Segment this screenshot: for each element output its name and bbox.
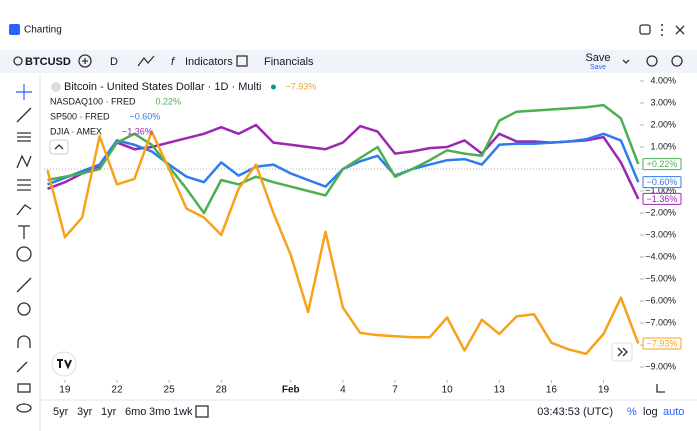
y-tick-label: −1.00% (645, 185, 676, 195)
axis-settings[interactable] (656, 384, 665, 393)
x-tick-label: 7 (392, 385, 398, 396)
y-tick-label: −9.00% (645, 361, 676, 371)
x-tick-label: 4 (340, 385, 346, 396)
x-tick-label: 16 (546, 385, 558, 396)
x-tick-label: 19 (598, 385, 610, 396)
zoom-tool[interactable] (17, 302, 31, 316)
legend-name: Bitcoin - United States Dollar · 1D · Mu… (64, 81, 261, 93)
percent-toggle[interactable]: % (627, 406, 637, 418)
emoji-tool[interactable] (16, 246, 32, 262)
y-tick-label: −4.00% (645, 251, 676, 261)
auto-toggle[interactable]: auto (663, 406, 684, 418)
x-tick-label: 22 (111, 385, 123, 396)
legend-value: −7.93% (285, 81, 316, 91)
x-tick-label: 19 (59, 385, 71, 396)
x-tick-label: 13 (494, 385, 506, 396)
fx-icon: f (171, 56, 175, 68)
symbol[interactable]: BTCUSD (25, 56, 71, 68)
tv-logo (51, 351, 77, 377)
x-tick-label: Feb (282, 385, 300, 396)
brush-tool[interactable] (16, 204, 32, 216)
magnet-tool[interactable] (17, 335, 31, 348)
y-tick-label: 3.00% (650, 97, 676, 107)
legend-name: DJIA · AMEX (50, 126, 102, 136)
text-tool[interactable] (18, 225, 30, 239)
x-tick-label: 10 (442, 385, 454, 396)
menu-icon[interactable] (661, 24, 663, 26)
save-sub: Save (590, 64, 606, 71)
legend-value: −1.36% (122, 126, 153, 136)
chart-type-icon[interactable] (137, 55, 155, 67)
app-title: Charting (24, 25, 62, 36)
close-icon[interactable] (675, 25, 685, 35)
legend-icon (51, 82, 61, 92)
x-tick-label: 25 (164, 385, 176, 396)
y-tick-label: −5.00% (645, 273, 676, 283)
legend-value: 0.22% (156, 96, 182, 106)
legend-name: NASDAQ100 · FRED (50, 96, 136, 106)
crosshair-tool[interactable] (16, 84, 32, 100)
series-line (46, 130, 640, 356)
axis-value-box (642, 337, 682, 350)
drawing-tools (16, 84, 32, 413)
y-tick-label: −7.00% (645, 317, 676, 327)
settings-icon[interactable] (671, 55, 683, 67)
y-tick-label: 2.00% (650, 119, 676, 129)
axis-value-box (642, 158, 682, 171)
y-tick-label: 1.00% (650, 141, 676, 151)
log-toggle[interactable]: log (643, 406, 658, 418)
y-tick-label: −6.00% (645, 295, 676, 305)
compare-icon[interactable] (78, 54, 92, 68)
range-button[interactable]: 3yr (77, 406, 93, 418)
series-line (47, 103, 640, 215)
date-range-icon[interactable] (195, 405, 209, 418)
range-button[interactable]: 3mo (149, 406, 170, 418)
axis-value-label: −0.60% (647, 177, 678, 187)
forecast-tool[interactable] (17, 179, 31, 191)
collapse-legend[interactable] (49, 139, 69, 155)
layout-icon[interactable] (236, 55, 248, 67)
app-logo (9, 24, 20, 35)
fib-tool[interactable] (17, 132, 31, 142)
axis-value-label: +0.22% (647, 159, 678, 169)
axis-value-label: −7.93% (647, 338, 678, 348)
axis-value-box (642, 176, 682, 189)
interval[interactable]: D (110, 56, 118, 68)
y-tick-label: −2.00% (645, 207, 676, 217)
range-button[interactable]: 5yr (53, 406, 69, 418)
pattern-tool[interactable] (16, 154, 32, 169)
lock-tool[interactable] (17, 383, 31, 393)
y-tick-label: −3.00% (645, 229, 676, 239)
range-button[interactable]: 6mo (125, 406, 146, 418)
visibility-tool[interactable] (16, 403, 32, 413)
range-button[interactable]: 1wk (173, 406, 193, 418)
axis-value-box (642, 192, 682, 205)
lock-draw-tool[interactable] (16, 361, 28, 373)
save[interactable]: Save (585, 52, 610, 64)
toolbar (0, 50, 697, 73)
range-button[interactable]: 1yr (101, 406, 117, 418)
save-menu[interactable] (622, 59, 630, 64)
clock: 03:43:53 (UTC) (537, 406, 613, 418)
chat-icon[interactable] (639, 24, 651, 35)
legend-value: −0.60% (130, 111, 161, 121)
legend-name: SP500 · FRED (50, 111, 110, 121)
trendline-tool[interactable] (16, 107, 32, 123)
search-icon[interactable] (13, 56, 23, 66)
indicators[interactable]: Indicators (185, 56, 233, 68)
y-tick-label: 4.00% (650, 75, 676, 85)
ruler-tool[interactable] (16, 277, 32, 293)
axis-value-label: −1.36% (647, 194, 678, 204)
alert-icon[interactable] (646, 55, 658, 67)
legend-dot (270, 84, 276, 90)
x-tick-label: 28 (216, 385, 228, 396)
financials[interactable]: Financials (264, 56, 314, 68)
